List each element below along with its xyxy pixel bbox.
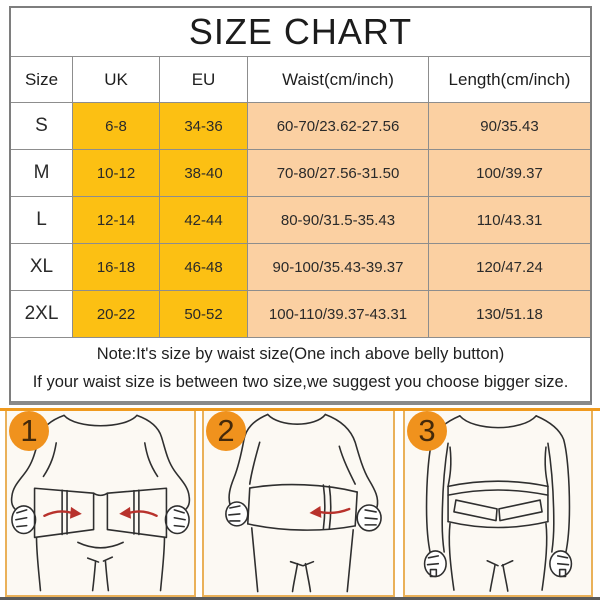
instruction-panel-2: 2 (202, 411, 395, 597)
waist-cell: 60-70/23.62-27.56 (248, 103, 429, 150)
uk-cell: 20-22 (73, 291, 160, 338)
accent-divider (0, 408, 600, 411)
eu-cell: 50-52 (160, 291, 248, 338)
column-header-length: Length(cm/inch) (429, 57, 590, 103)
size-cell: S (11, 103, 73, 150)
size-cell: M (11, 150, 73, 197)
page-title: SIZE CHART (11, 8, 590, 57)
size-table: Size UK EU Waist(cm/inch) Length(cm/inch… (11, 57, 590, 338)
step-1-badge: 1 (9, 411, 49, 451)
eu-cell: 38-40 (160, 150, 248, 197)
uk-cell: 6-8 (73, 103, 160, 150)
bottom-edge-bar (0, 597, 600, 600)
waist-cell: 70-80/27.56-31.50 (248, 150, 429, 197)
waist-cell: 100-110/39.37-43.31 (248, 291, 429, 338)
step-2-badge: 2 (206, 411, 246, 451)
size-chart-box: SIZE CHART Size UK EU Waist(cm/inch) Len… (9, 6, 592, 405)
waist-cell: 80-90/31.5-35.43 (248, 197, 429, 244)
column-header-size: Size (11, 57, 73, 103)
uk-cell: 16-18 (73, 244, 160, 291)
uk-cell: 10-12 (73, 150, 160, 197)
instruction-figure-open-belt (7, 411, 194, 595)
waist-cell: 90-100/35.43-39.37 (248, 244, 429, 291)
size-cell: 2XL (11, 291, 73, 338)
length-cell: 120/47.24 (429, 244, 590, 291)
length-cell: 90/35.43 (429, 103, 590, 150)
eu-cell: 46-48 (160, 244, 248, 291)
size-note: Note:It's size by waist size(One inch ab… (11, 338, 590, 401)
length-cell: 100/39.37 (429, 150, 590, 197)
size-cell: XL (11, 244, 73, 291)
column-header-uk: UK (73, 57, 160, 103)
size-cell: L (11, 197, 73, 244)
uk-cell: 12-14 (73, 197, 160, 244)
instruction-panel-1: 1 (5, 411, 196, 597)
column-header-waist: Waist(cm/inch) (248, 57, 429, 103)
length-cell: 130/51.18 (429, 291, 590, 338)
column-header-eu: EU (160, 57, 248, 103)
eu-cell: 42-44 (160, 197, 248, 244)
wearing-instructions: 1 (0, 405, 600, 600)
note-line-2: If your waist size is between two size,w… (32, 373, 569, 391)
instruction-figure-belt-fastened (405, 411, 591, 595)
instruction-figure-wrap-belt (204, 411, 393, 595)
length-cell: 110/43.31 (429, 197, 590, 244)
note-line-1: Note:It's size by waist size(One inch ab… (96, 345, 505, 363)
eu-cell: 34-36 (160, 103, 248, 150)
step-3-badge: 3 (407, 411, 447, 451)
instruction-panel-3: 3 (403, 411, 593, 597)
